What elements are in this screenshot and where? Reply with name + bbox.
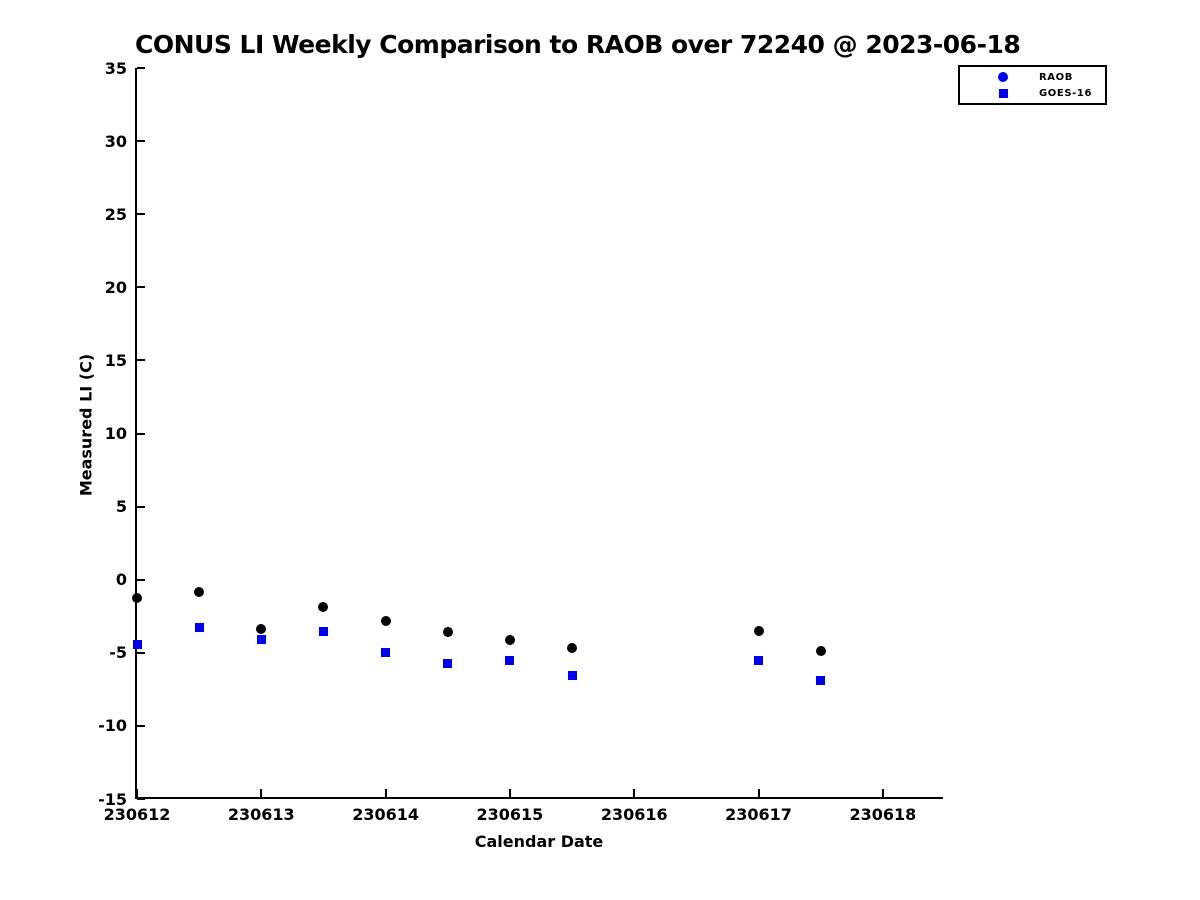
- x-axis-tick: [260, 789, 263, 797]
- x-axis-tick: [757, 789, 760, 797]
- legend: RAOB GOES-16: [958, 65, 1107, 105]
- y-tick-label: -5: [109, 643, 127, 663]
- y-axis-tick: [137, 505, 145, 508]
- data-point-raob: [132, 592, 142, 603]
- legend-item-goes16: GOES-16: [960, 86, 1105, 100]
- y-axis-tick: [137, 286, 145, 289]
- raob-circle-marker-icon: [998, 72, 1008, 82]
- y-tick-label: -10: [98, 716, 127, 736]
- chart-title: CONUS LI Weekly Comparison to RAOB over …: [135, 30, 1021, 59]
- data-point-goes-16: [381, 647, 391, 657]
- data-point-goes-16: [443, 658, 453, 668]
- x-axis-tick: [881, 789, 884, 797]
- legend-label-goes16: GOES-16: [1039, 87, 1093, 99]
- y-tick-label: 20: [104, 277, 127, 297]
- data-point-raob: [753, 625, 764, 636]
- x-axis-label: Calendar Date: [474, 832, 604, 851]
- x-tick-label: 230613: [227, 805, 295, 824]
- y-axis-tick: [137, 432, 145, 435]
- legend-item-raob: RAOB: [960, 70, 1105, 84]
- x-tick-label: 230617: [725, 805, 792, 824]
- y-tick-label: 15: [104, 350, 127, 370]
- x-axis-tick: [384, 789, 387, 797]
- y-axis-tick: [137, 651, 145, 654]
- data-point-raob: [194, 587, 205, 598]
- y-tick-label: 10: [104, 424, 127, 443]
- y-tick-label: 30: [104, 131, 127, 151]
- y-axis-tick: [137, 359, 145, 362]
- y-axis-tick: [137, 67, 145, 69]
- x-tick-label: 230618: [849, 805, 917, 824]
- x-tick-label: 230615: [476, 805, 544, 824]
- data-point-raob: [380, 616, 391, 627]
- y-tick-label: -15: [98, 789, 127, 809]
- data-point-raob: [318, 601, 329, 612]
- data-point-goes-16: [505, 655, 515, 665]
- data-point-goes-16: [194, 623, 204, 633]
- x-axis-tick: [508, 789, 511, 797]
- x-tick-label: 230616: [600, 805, 668, 824]
- y-axis-tick: [137, 578, 145, 581]
- data-point-raob: [256, 624, 267, 635]
- y-tick-label: 25: [104, 204, 127, 224]
- data-point-raob: [567, 643, 578, 654]
- x-axis-tick: [633, 789, 636, 797]
- x-tick-label: 230614: [352, 805, 419, 824]
- y-axis-tick: [137, 213, 145, 216]
- data-point-goes-16: [132, 639, 142, 649]
- y-axis-tick: [137, 724, 145, 727]
- data-point-goes-16: [754, 656, 764, 666]
- x-axis-tick: [136, 789, 138, 797]
- data-point-goes-16: [256, 635, 266, 645]
- goes16-square-marker-icon: [999, 88, 1008, 98]
- y-tick-label: 5: [115, 497, 127, 517]
- data-point-raob: [815, 646, 826, 657]
- x-tick-label: 230612: [103, 805, 171, 824]
- data-point-goes-16: [318, 627, 328, 637]
- data-point-goes-16: [567, 670, 577, 680]
- plot-area: 230612 230613 230614 230615 230616 230617 2306…: [98, 59, 943, 824]
- y-tick-label: 35: [104, 58, 127, 78]
- data-point-raob: [504, 635, 515, 646]
- y-axis-tick: [137, 140, 145, 143]
- data-point-raob: [442, 626, 453, 637]
- y-axis-tick: [137, 798, 145, 800]
- legend-label-raob: RAOB: [1039, 71, 1073, 83]
- data-point-goes-16: [816, 676, 826, 686]
- y-tick-label: 0: [115, 570, 127, 590]
